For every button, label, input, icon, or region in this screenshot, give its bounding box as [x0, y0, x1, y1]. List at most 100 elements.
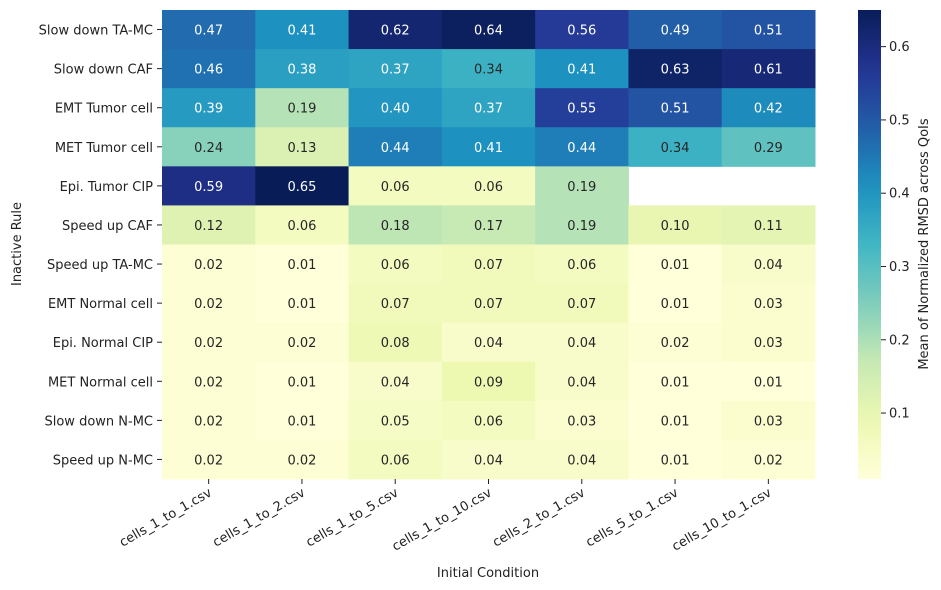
heatmap-cell: [255, 127, 350, 167]
cell-value-label: 0.02: [754, 453, 783, 468]
cell-value-label: 0.07: [474, 297, 503, 312]
heatmap-cell: [255, 10, 350, 50]
cell-value-label: 0.42: [754, 102, 783, 117]
heatmap-cell: [162, 10, 256, 50]
colorbar-label: Mean of Normalized RMSD across QoIs: [917, 118, 932, 370]
cell-value-label: 0.65: [287, 180, 316, 195]
y-tick-label: Epi. Tumor CIP: [60, 180, 154, 195]
x-tick-label: cells_10_to_1.csv: [670, 485, 775, 554]
heatmap-cell: [162, 400, 256, 441]
x-tick-labels: cells_1_to_1.csvcells_1_to_2.csvcells_1_…: [117, 479, 775, 555]
colorbar-ticks: 0.1 0.2 0.3 0.4 0.5 0.6: [881, 40, 910, 422]
cell-value-label: 0.01: [287, 258, 316, 273]
heatmap-cell: [535, 439, 629, 480]
cell-value-label: 0.02: [287, 336, 316, 351]
heatmap-cell: [348, 88, 443, 128]
cell-value-label: 0.01: [287, 297, 316, 312]
cell-value-label: 0.01: [287, 414, 316, 429]
y-tick-label: Speed up N-MC: [53, 453, 153, 468]
cell-value-label: 0.01: [661, 453, 690, 468]
heatmap-cell: [441, 166, 536, 206]
heatmap-cell: [628, 205, 723, 245]
y-tick-label: Slow down N-MC: [44, 414, 153, 429]
cell-value-label: 0.06: [474, 414, 503, 429]
y-tick-label: Slow down CAF: [54, 63, 153, 78]
cell-value-label: 0.19: [567, 180, 596, 195]
cell-value-label: 0.06: [567, 258, 596, 273]
cell-value-label: 0.24: [194, 141, 223, 156]
heatmap-cell: [721, 127, 816, 167]
cell-value-label: 0.44: [567, 141, 596, 156]
cell-value-label: 0.61: [754, 63, 783, 78]
heatmap-cell: [721, 49, 816, 89]
cell-value-label: 0.04: [567, 336, 596, 351]
heatmap-cells: [162, 10, 816, 480]
heatmap-cell: [255, 166, 350, 206]
heatmap-cell: [162, 361, 256, 402]
cell-value-label: 0.04: [474, 453, 503, 468]
cell-value-label: 0.10: [661, 219, 690, 234]
cell-value-label: 0.07: [381, 297, 410, 312]
x-tick-label: cells_1_to_1.csv: [117, 485, 215, 550]
heatmap-cell: [628, 244, 723, 285]
cell-value-label: 0.04: [567, 375, 596, 390]
cell-value-label: 0.13: [287, 141, 316, 156]
cell-value-label: 0.37: [474, 102, 503, 117]
cell-value-label: 0.02: [194, 375, 223, 390]
cell-value-label: 0.03: [754, 336, 783, 351]
heatmap-cell: [255, 322, 350, 363]
heatmap-cell: [628, 400, 723, 441]
colorbar-tick-label: 0.1: [889, 407, 910, 422]
heatmap-cell: [348, 322, 443, 363]
cell-value-label: 0.55: [567, 102, 596, 117]
heatmap-cell: [162, 88, 256, 128]
heatmap-cell: [441, 283, 536, 324]
cell-value-label: 0.06: [474, 180, 503, 195]
heatmap-cell: [441, 127, 536, 167]
colorbar-tick-label: 0.4: [889, 187, 910, 202]
heatmap-cell: [348, 10, 443, 50]
heatmap-cell: [441, 322, 536, 363]
y-axis-label: Inactive Rule: [10, 202, 25, 286]
heatmap-cell: [348, 400, 443, 441]
heatmap-cell: [348, 166, 443, 206]
cell-value-label: 0.01: [287, 375, 316, 390]
cell-value-label: 0.63: [661, 63, 690, 78]
colorbar: 0.1 0.2 0.3 0.4 0.5 0.6 Mean of Normalized RM…: [858, 10, 932, 479]
cell-value-label: 0.03: [754, 297, 783, 312]
cell-value-label: 0.46: [194, 63, 223, 78]
cell-value-label: 0.01: [661, 375, 690, 390]
cell-value-label: 0.02: [194, 258, 223, 273]
heatmap-cell: [721, 244, 816, 285]
heatmap-cell: [255, 49, 350, 89]
cell-value-label: 0.44: [381, 141, 410, 156]
heatmap-cell: [535, 166, 629, 206]
cell-value-label: 0.49: [661, 24, 690, 39]
y-tick-label: Speed up CAF: [62, 219, 153, 234]
cell-value-label: 0.03: [567, 414, 596, 429]
heatmap-cell: [162, 166, 256, 206]
heatmap-cell: [255, 244, 350, 285]
heatmap-cell: [535, 400, 629, 441]
heatmap-cell: [721, 361, 816, 402]
cell-value-label: 0.39: [194, 102, 223, 117]
heatmap-cell: [441, 439, 536, 480]
heatmap-cell: [441, 205, 536, 245]
heatmap-cell: [255, 439, 350, 480]
cell-value-label: 0.04: [474, 336, 503, 351]
x-tick-label: cells_5_to_1.csv: [584, 485, 682, 550]
heatmap-cell: [441, 49, 536, 89]
heatmap-cell: [162, 205, 256, 245]
cell-value-label: 0.02: [194, 297, 223, 312]
heatmap-cell: [628, 49, 723, 89]
heatmap-cell: [255, 205, 350, 245]
heatmap-cell: [628, 283, 723, 324]
y-tick-label: Slow down TA-MC: [39, 24, 153, 39]
heatmap-cell: [535, 361, 629, 402]
heatmap-cell: [441, 244, 536, 285]
heatmap-cell: [721, 10, 816, 50]
x-tick-label: cells_1_to_2.csv: [210, 485, 308, 550]
heatmap-cell: [441, 88, 536, 128]
heatmap-cell-labels: 0.47 0.41 0.62 0.64 0.56 0.49 0.51 0.46 0.38 0.37…: [194, 24, 783, 469]
cell-value-label: 0.17: [474, 219, 503, 234]
